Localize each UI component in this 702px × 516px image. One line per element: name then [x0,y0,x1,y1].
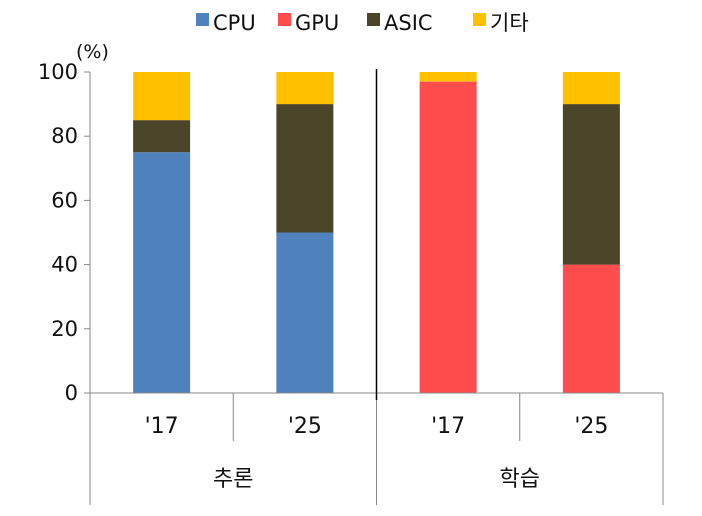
bar-CPU-2 [276,232,334,393]
legend-item-3: ASIC [367,11,433,35]
legend-item-1: CPU [196,11,256,35]
legend-label: CPU [213,11,256,35]
bar-ASIC-2 [276,104,334,233]
y-tick-label: 100 [38,60,78,84]
legend-label: ASIC [384,11,433,35]
bar-ASIC-4 [562,104,620,265]
y-axis: 0 20 40 60 80 100 [38,60,91,405]
legend-swatch [196,13,209,26]
x-tick-label: '17 [145,414,179,439]
bar-기타-3 [419,72,477,82]
x-tick-label: '17 [431,414,465,439]
y-tick-label: 60 [51,188,78,212]
bars [133,72,620,393]
bar-기타-2 [276,72,334,105]
bar-기타-1 [133,72,191,121]
y-tick-label: 80 [51,124,78,148]
legend-item-2: GPU [278,11,339,35]
y-tick-label: 0 [65,381,78,405]
x-group-label: 추론 [213,467,253,492]
legend: CPU GPU ASIC 기타 [196,11,529,35]
y-tick-label: 40 [51,253,78,277]
x-tick-label: '25 [288,414,322,439]
bar-GPU-4 [562,264,620,393]
bar-기타-4 [562,72,620,105]
legend-label: GPU [295,11,339,35]
legend-item-4: 기타 [473,11,529,35]
x-axis: '17 '25 '17 '25 추론 학습 [89,392,664,505]
y-tick-label: 20 [51,317,78,341]
legend-swatch [278,13,291,26]
legend-swatch [473,13,486,26]
bar-ASIC-1 [133,120,191,153]
bar-CPU-1 [133,152,191,393]
x-tick-label: '25 [574,414,608,439]
x-group-label: 학습 [500,467,540,492]
legend-label: 기타 [490,11,529,35]
bar-GPU-3 [419,81,477,393]
legend-swatch [367,13,380,26]
y-axis-unit-label: (%) [76,41,109,63]
